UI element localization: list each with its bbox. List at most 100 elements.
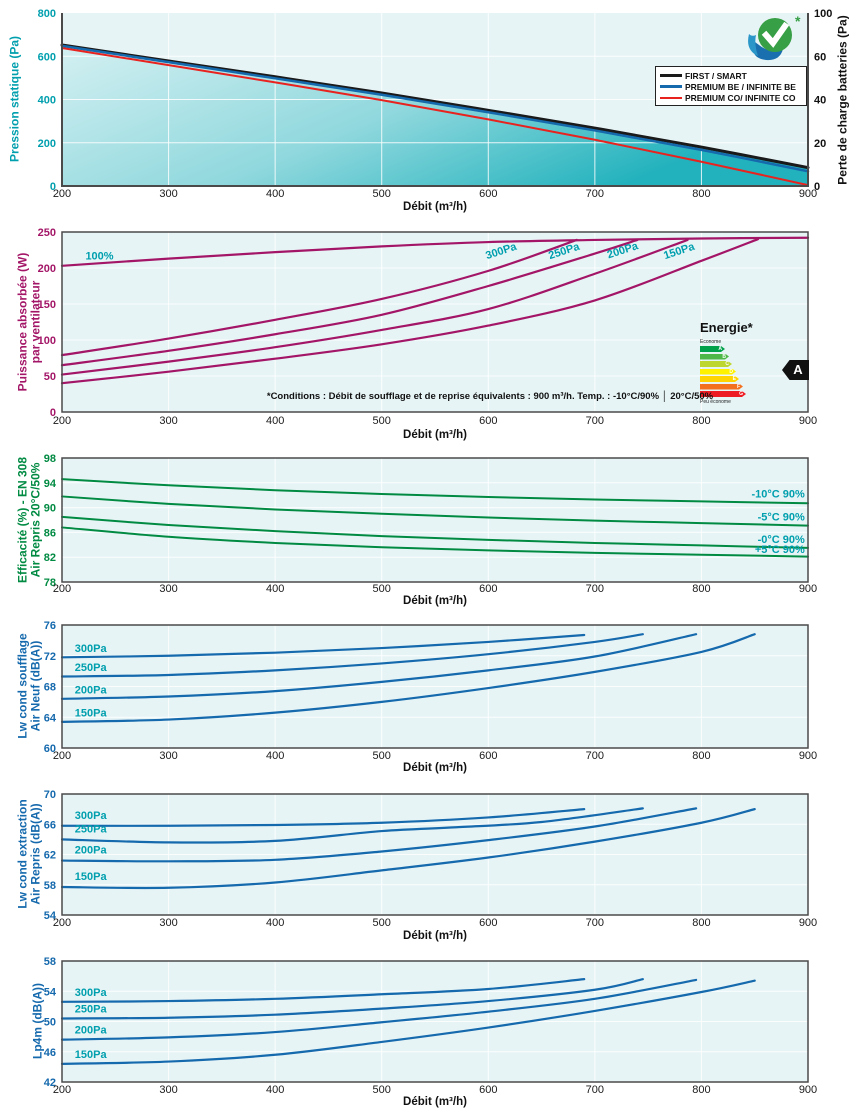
svg-text:Débit (m³/h): Débit (m³/h) xyxy=(403,762,467,774)
svg-text:Débit (m³/h): Débit (m³/h) xyxy=(403,201,467,213)
svg-text:500: 500 xyxy=(373,1084,391,1096)
svg-text:600: 600 xyxy=(479,1084,497,1096)
svg-text:46: 46 xyxy=(44,1047,56,1059)
svg-text:62: 62 xyxy=(44,850,56,862)
svg-text:0: 0 xyxy=(814,181,820,193)
svg-text:700: 700 xyxy=(586,1084,604,1096)
svg-text:78: 78 xyxy=(44,577,56,589)
svg-text:400: 400 xyxy=(266,415,284,427)
svg-text:200: 200 xyxy=(53,415,71,427)
svg-text:300: 300 xyxy=(159,583,177,595)
svg-text:54: 54 xyxy=(44,910,57,922)
energy-bar-letter: A xyxy=(718,346,722,352)
svg-text:150Pa: 150Pa xyxy=(75,707,108,719)
y-axis-title-line: Lw cond soufflage xyxy=(15,633,30,739)
svg-text:200Pa: 200Pa xyxy=(75,1025,108,1037)
plot-area: 300Pa 250Pa 200Pa 150Pa 54 58 62 66 70 200 300 400 5… xyxy=(0,780,860,948)
svg-text:250: 250 xyxy=(38,227,56,239)
svg-text:76: 76 xyxy=(44,620,56,632)
svg-text:200: 200 xyxy=(38,263,56,275)
y-axis-title: Efficacité (%) - EN 308 Air Repris 20°C/… xyxy=(15,456,44,584)
legend-item-label: FIRST / SMART xyxy=(685,70,747,81)
legend-item-label: PREMIUM BE / INFINITE BE xyxy=(685,81,796,92)
svg-text:900: 900 xyxy=(799,1084,817,1096)
svg-text:500: 500 xyxy=(373,750,391,762)
svg-text:700: 700 xyxy=(586,583,604,595)
svg-text:50: 50 xyxy=(44,1017,56,1029)
svg-text:+5°C 90%: +5°C 90% xyxy=(755,544,805,556)
certification-logo: * xyxy=(748,14,801,61)
svg-text:58: 58 xyxy=(44,880,56,892)
svg-text:200: 200 xyxy=(53,583,71,595)
y-axis-title-line: Air Repris 20°C/50% xyxy=(29,462,43,578)
legend-item-label: PREMIUM CO/ INFINITE CO xyxy=(685,92,796,103)
svg-text:700: 700 xyxy=(586,750,604,762)
y-axis-title-line: Efficacité (%) - EN 308 xyxy=(15,456,30,584)
svg-text:800: 800 xyxy=(692,750,710,762)
energy-peu-econome-label: Peu économe xyxy=(700,398,731,405)
svg-text:86: 86 xyxy=(44,527,56,539)
svg-text:300: 300 xyxy=(159,415,177,427)
y-axis-title: Pression statique (Pa) xyxy=(7,35,22,163)
svg-text:20: 20 xyxy=(814,138,826,150)
y-axis-title-line: Air Repris (dB(A)) xyxy=(29,803,43,905)
energy-bar-F: F xyxy=(700,384,743,390)
svg-text:90: 90 xyxy=(44,503,56,515)
svg-text:700: 700 xyxy=(586,917,604,929)
svg-text:300Pa: 300Pa xyxy=(75,987,108,999)
conditions-note: *Conditions : Débit de soufflage et de r… xyxy=(266,391,714,402)
svg-text:98: 98 xyxy=(44,453,56,465)
svg-text:Débit (m³/h): Débit (m³/h) xyxy=(403,930,467,942)
plot-area: -10°C 90% -5°C 90% -0°C 90% +5°C 90% 78 82 86 9… xyxy=(0,452,860,610)
svg-text:400: 400 xyxy=(266,917,284,929)
svg-text:200: 200 xyxy=(53,917,71,929)
svg-text:200: 200 xyxy=(38,138,56,150)
svg-text:500: 500 xyxy=(373,917,391,929)
svg-text:200: 200 xyxy=(53,1084,71,1096)
svg-text:-5°C 90%: -5°C 90% xyxy=(758,512,805,524)
svg-text:300: 300 xyxy=(159,188,177,200)
svg-text:70: 70 xyxy=(44,789,56,801)
svg-text:68: 68 xyxy=(44,682,56,694)
svg-text:600: 600 xyxy=(479,583,497,595)
y-axis-title-line: Pression statique (Pa) xyxy=(7,35,22,163)
y-axis-title: Lw cond extraction Air Repris (dB(A)) xyxy=(16,799,44,908)
svg-text:54: 54 xyxy=(44,986,57,998)
svg-text:300: 300 xyxy=(159,1084,177,1096)
svg-text:100%: 100% xyxy=(85,250,113,262)
svg-text:400: 400 xyxy=(266,1084,284,1096)
svg-text:58: 58 xyxy=(44,956,56,968)
energy-bar-D: D xyxy=(700,369,736,375)
legend-item: FIRST / SMART xyxy=(660,70,802,81)
right-axis-title: Perte de charge batteries (Pa) xyxy=(835,15,849,184)
svg-text:300: 300 xyxy=(159,750,177,762)
energy-bar-letter: D xyxy=(729,368,733,375)
energy-bar-A: A xyxy=(700,346,725,352)
energy-bar-letter: C xyxy=(725,361,729,367)
logo-leaf-dark xyxy=(753,42,783,61)
svg-text:250Pa: 250Pa xyxy=(75,1003,108,1015)
energy-econome-label: Econome xyxy=(700,339,722,345)
svg-text:400: 400 xyxy=(266,750,284,762)
logo-check-icon xyxy=(761,21,790,48)
svg-text:94: 94 xyxy=(44,478,57,490)
y-axis-title: Lp4m (dB(A)) xyxy=(30,983,44,1059)
energy-rating-badge: A xyxy=(782,360,809,380)
svg-text:300Pa: 300Pa xyxy=(75,810,108,822)
svg-text:250Pa: 250Pa xyxy=(75,662,108,674)
svg-text:900: 900 xyxy=(799,917,817,929)
svg-text:40: 40 xyxy=(814,95,826,107)
svg-text:100: 100 xyxy=(38,335,56,347)
svg-text:150Pa: 150Pa xyxy=(75,871,108,883)
energy-bar-letter: G xyxy=(739,391,743,397)
svg-text:600: 600 xyxy=(479,917,497,929)
plot-area: 300Pa 250Pa 200Pa 150Pa 42 46 50 54 58 200 300 400 5… xyxy=(0,948,860,1114)
y-axis-title-line: par ventilateur xyxy=(29,280,43,364)
svg-text:500: 500 xyxy=(373,188,391,200)
y-axis-title: Lw cond soufflage Air Neuf (dB(A)) xyxy=(15,633,44,739)
legend-line-swatch xyxy=(660,74,682,77)
svg-text:200: 200 xyxy=(53,188,71,200)
svg-text:300Pa: 300Pa xyxy=(75,643,108,655)
